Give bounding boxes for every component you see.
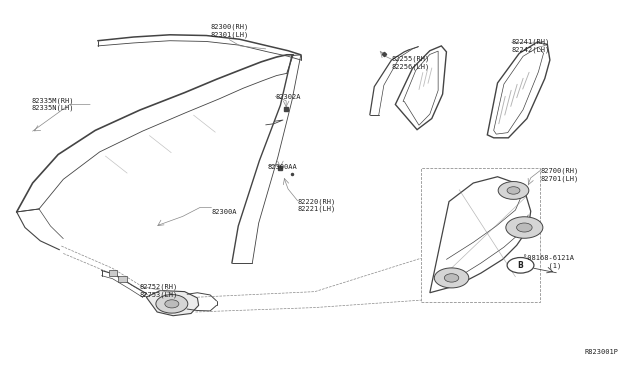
Text: 82300A: 82300A xyxy=(211,209,237,215)
Circle shape xyxy=(156,295,188,313)
Text: 82300(RH)
82301(LH): 82300(RH) 82301(LH) xyxy=(210,24,248,38)
Text: 82241(RH)
82242(LH): 82241(RH) 82242(LH) xyxy=(511,39,550,53)
Circle shape xyxy=(444,274,459,282)
Polygon shape xyxy=(147,291,198,316)
Text: 82220(RH)
82221(LH): 82220(RH) 82221(LH) xyxy=(298,198,336,212)
Text: 82335M(RH)
82335N(LH): 82335M(RH) 82335N(LH) xyxy=(32,97,74,112)
Circle shape xyxy=(507,257,534,273)
Text: 82255(RH)
82256(LH): 82255(RH) 82256(LH) xyxy=(392,56,430,70)
Circle shape xyxy=(506,217,543,238)
Circle shape xyxy=(165,300,179,308)
Bar xyxy=(118,276,127,282)
Circle shape xyxy=(498,182,529,199)
Text: 82700(RH)
82701(LH): 82700(RH) 82701(LH) xyxy=(540,168,579,182)
Bar xyxy=(109,270,117,276)
Circle shape xyxy=(507,187,520,194)
Text: °08168-6121A
      (1): °08168-6121A (1) xyxy=(523,255,574,269)
Text: 82302A: 82302A xyxy=(275,94,301,100)
Text: 82300AA: 82300AA xyxy=(268,164,298,170)
Text: B: B xyxy=(518,261,524,270)
Circle shape xyxy=(435,268,468,288)
Text: 82752(RH)
82753(LH): 82752(RH) 82753(LH) xyxy=(140,283,178,298)
Text: R823001P: R823001P xyxy=(585,349,619,355)
Circle shape xyxy=(516,223,532,232)
